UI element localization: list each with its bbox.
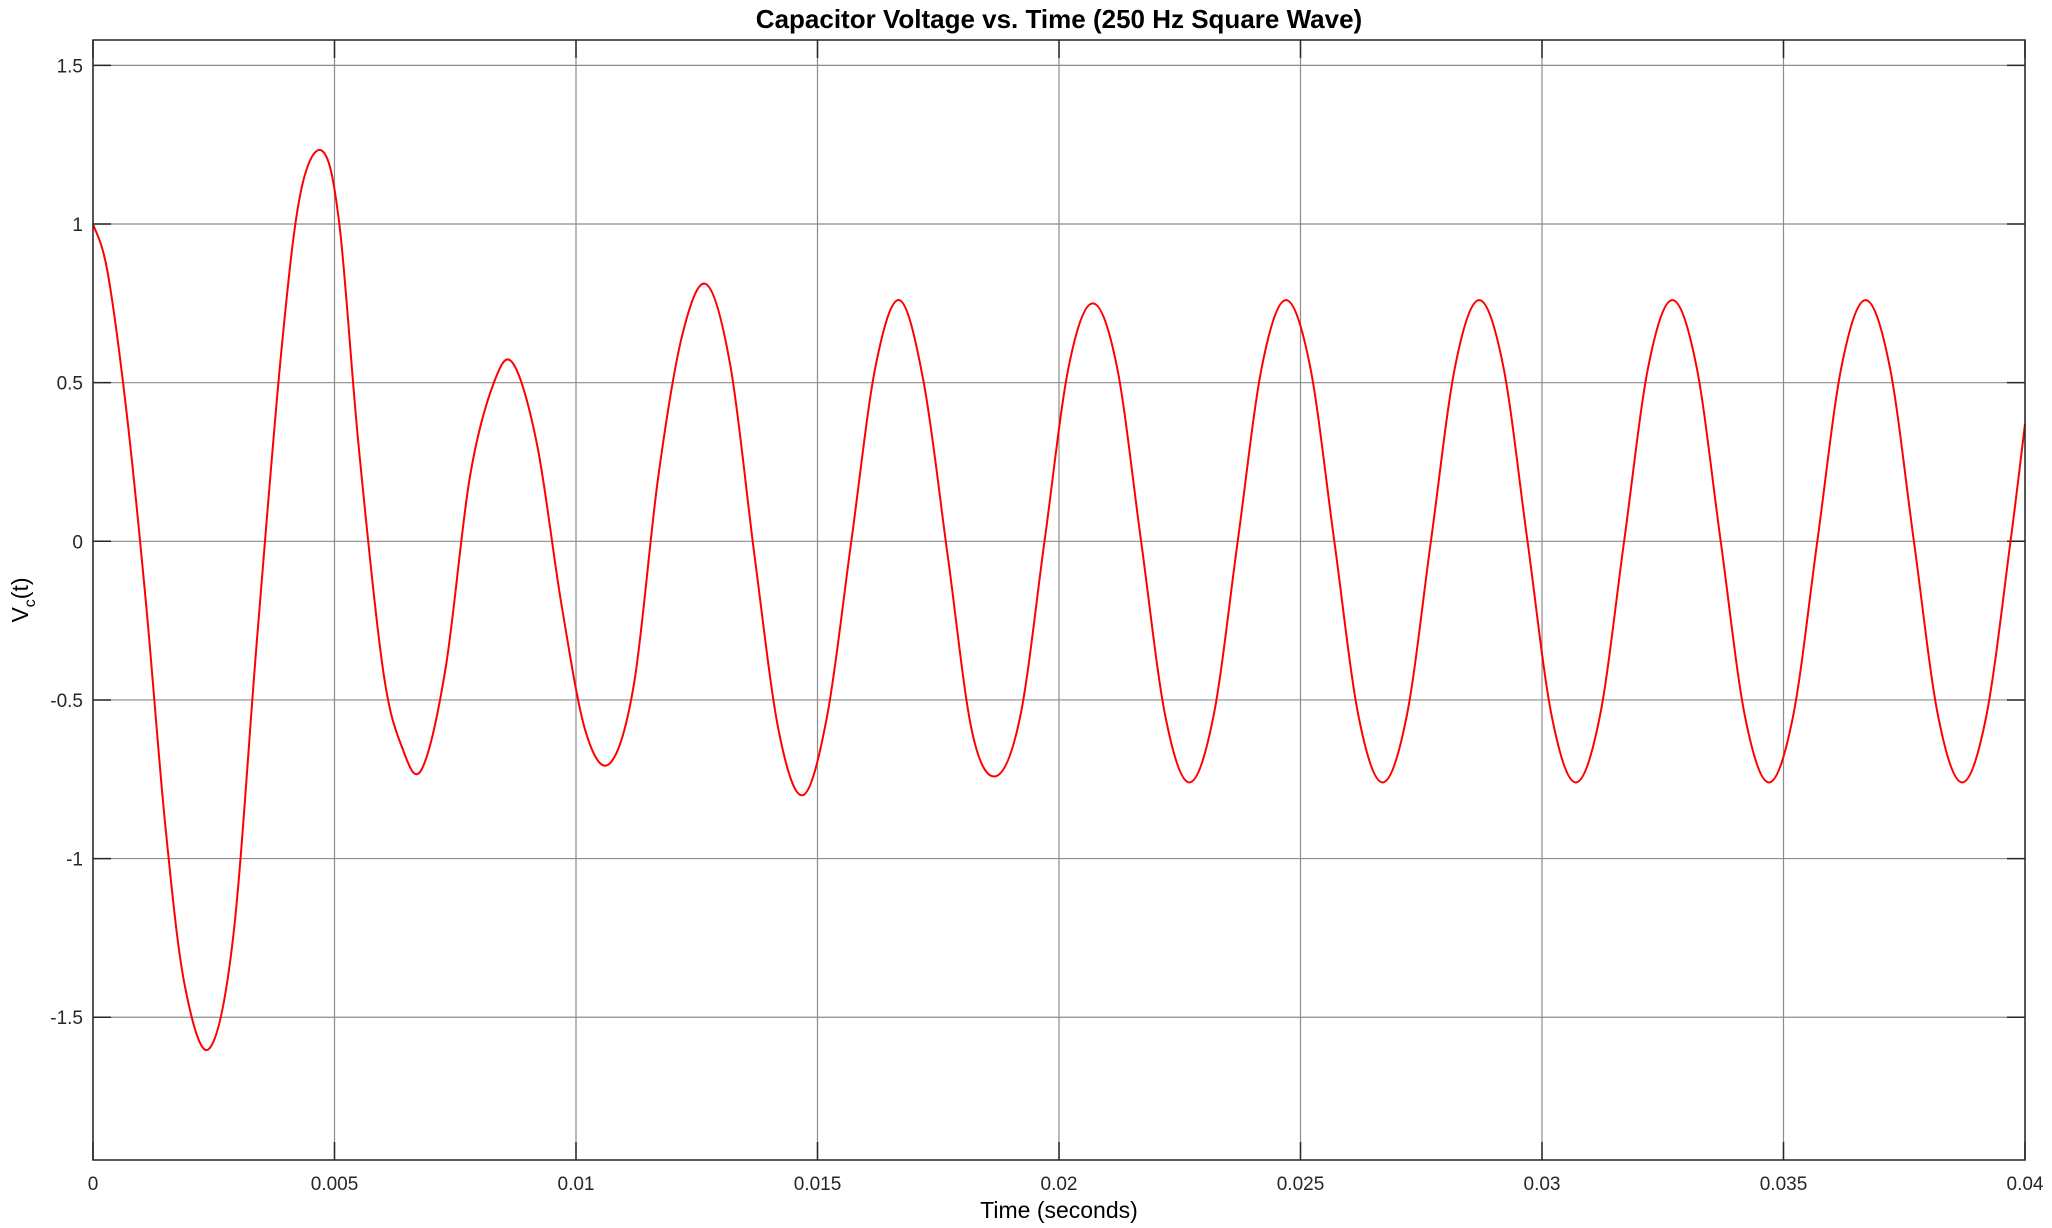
capacitor-voltage-line: [92, 148, 2026, 1052]
y-tick-label: 1: [72, 215, 83, 236]
series-lines: [92, 148, 2026, 1052]
y-tick-labels: 1.5 1 0.5 0 -0.5 -1 -1.5: [50, 56, 83, 1029]
y-tick-label: 0.5: [57, 374, 83, 395]
x-tick-label: 0.005: [311, 1174, 359, 1195]
y-axis-label-tail: (t): [7, 577, 33, 599]
y-axis-label-main: V: [7, 607, 33, 623]
x-tick-label: 0.035: [1760, 1174, 1808, 1195]
x-tick-label: 0.02: [1041, 1174, 1078, 1195]
x-tick-label: 0.025: [1277, 1174, 1325, 1195]
x-axis-label: Time (seconds): [980, 1197, 1138, 1223]
y-tick-label: -1: [66, 850, 83, 871]
x-tick-labels: 0 0.005 0.01 0.015 0.02 0.025 0.03 0.035 0.04: [88, 1174, 2044, 1195]
x-tick-label: 0.03: [1524, 1174, 1561, 1195]
grid-lines: [92, 40, 2026, 1160]
y-tick-label: 0: [72, 532, 83, 553]
y-tick-label: 1.5: [57, 56, 83, 77]
chart-title: Capacitor Voltage vs. Time (250 Hz Squar…: [756, 4, 1362, 34]
x-tick-label: 0.01: [558, 1174, 595, 1195]
plot-area-frame: [92, 39, 2026, 1161]
x-tick-label: 0: [88, 1174, 99, 1195]
x-tick-label: 0.04: [2007, 1174, 2044, 1195]
x-tick-label: 0.015: [794, 1174, 842, 1195]
y-axis-label-subscript: c: [22, 599, 39, 607]
y-tick-label: -1.5: [50, 1008, 83, 1029]
y-axis-label: Vc(t): [7, 577, 39, 622]
y-tick-label: -0.5: [50, 691, 83, 712]
